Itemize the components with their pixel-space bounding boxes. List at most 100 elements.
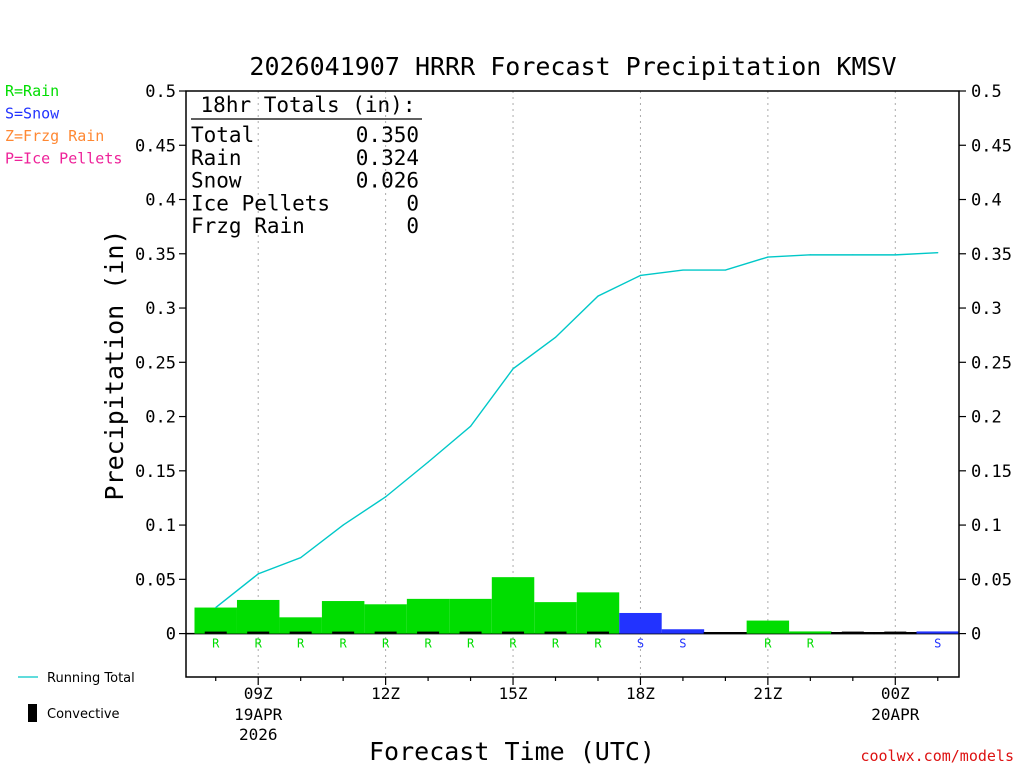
- precip-type-legend: R=Rain S=Snow Z=Frzg Rain P=Ice Pellets: [5, 82, 122, 168]
- running-total-point-h22: [809, 254, 811, 256]
- xtick-label-15z: 15Z: [499, 684, 528, 703]
- running-total-point-h24: [894, 254, 896, 256]
- type-label-h14: R: [467, 637, 475, 651]
- type-legend-z: Z=Frzg Rain: [5, 127, 104, 145]
- type-label-h22: R: [807, 637, 815, 651]
- credit-text: coolwx.com/models: [860, 747, 1014, 765]
- xtick-date-00z: 20APR: [871, 705, 920, 724]
- ytick-label-right-5: 0.25: [971, 353, 1012, 373]
- running-total-point-h15: [512, 368, 514, 370]
- convective-legend-swatch: [28, 704, 37, 722]
- running-total-legend-label: Running Total: [47, 671, 135, 686]
- bottom-legend: Running Total Convective: [18, 671, 135, 722]
- convective-bar-h14: [459, 631, 482, 634]
- totals-label-0: Total: [191, 123, 254, 147]
- convective-bar-h13: [417, 631, 440, 634]
- ytick-label-right-8: 0.4: [971, 191, 1002, 211]
- totals-heading: 18hr Totals (in):: [201, 93, 416, 117]
- ytick-label-right-10: 0.5: [971, 82, 1002, 102]
- type-label-h12: R: [382, 637, 390, 651]
- running-total-point-h17: [597, 295, 599, 297]
- convective-bar-h24: [884, 631, 907, 634]
- xtick-label-09z: 09Z: [244, 684, 273, 703]
- precip-bar-h13: [406, 598, 450, 634]
- running-total-point-h19: [682, 269, 684, 271]
- plot-frame: [185, 90, 960, 678]
- running-total-point-h10: [300, 557, 302, 559]
- totals-value-0: 0.350: [356, 123, 419, 147]
- y-axis-right: 0 0.05 0.1 0.15 0.2 0.25 0.3 0.35 0.4 0.45 0.5: [959, 82, 1012, 645]
- precip-bar-h10: [279, 617, 322, 634]
- ytick-label-right-4: 0.2: [971, 408, 1002, 428]
- precip-bar-h22: [789, 631, 832, 634]
- running-total-point-h12: [385, 496, 387, 498]
- precip-bar-h9: [236, 599, 280, 634]
- convective-bar-h11: [332, 631, 355, 634]
- precip-bar-h17: [576, 592, 620, 634]
- precip-bar-h8: [194, 607, 237, 634]
- precip-bar-h25: [916, 631, 959, 634]
- type-label-h10: R: [297, 637, 305, 651]
- totals-label-1: Rain: [191, 146, 242, 170]
- convective-bar-h23: [841, 631, 864, 634]
- type-label-h11: R: [340, 637, 348, 651]
- xtick-date-09z: 19APR: [234, 705, 283, 724]
- precip-bar-h14: [449, 598, 492, 634]
- totals-label-3: Ice Pellets: [191, 191, 330, 215]
- xtick-label-18z: 18Z: [626, 684, 655, 703]
- totals-box: 18hr Totals (in): Total 0.350 Rain 0.324 Sno…: [191, 93, 422, 238]
- type-label-h15: R: [509, 637, 517, 651]
- ytick-label-left-0: 0: [166, 625, 176, 645]
- precip-bars: [194, 577, 959, 635]
- ytick-label-left-9: 0.45: [135, 136, 176, 156]
- ytick-label-right-3: 0.15: [971, 462, 1012, 482]
- ytick-label-left-1: 0.05: [135, 570, 176, 590]
- running-total-point-h25: [937, 252, 939, 254]
- running-total-point-h14: [469, 425, 472, 427]
- running-total-point-h16: [554, 336, 557, 338]
- ytick-label-right-6: 0.3: [971, 299, 1002, 319]
- totals-label-2: Snow: [191, 169, 242, 193]
- ytick-label-left-3: 0.15: [135, 462, 176, 482]
- precip-bar-h20: [703, 632, 748, 635]
- ytick-label-left-2: 0.1: [145, 516, 176, 536]
- convective-bar-h16: [544, 631, 567, 634]
- totals-value-1: 0.324: [356, 146, 419, 170]
- xtick-year-09z: 2026: [239, 725, 278, 744]
- ytick-label-right-2: 0.1: [971, 516, 1002, 536]
- totals-value-4: 0: [406, 214, 419, 238]
- precip-bar-h11: [321, 601, 365, 634]
- ytick-label-right-1: 0.05: [971, 570, 1012, 590]
- running-total-point-h9: [257, 573, 259, 575]
- convective-bar-h15: [502, 631, 525, 634]
- running-total-point-h20: [724, 269, 727, 271]
- y-axis-left: 0 0.05 0.1 0.15 0.2 0.25 0.3 0.35 0.4 0.45 0.5: [135, 82, 186, 645]
- running-total-series: [215, 251, 939, 609]
- convective-legend-label: Convective: [47, 707, 120, 722]
- ytick-label-right-9: 0.45: [971, 136, 1012, 156]
- convective-bar-h17: [586, 631, 609, 634]
- ytick-label-right-0: 0: [971, 625, 981, 645]
- xtick-label-12z: 12Z: [371, 684, 400, 703]
- type-label-h21: R: [764, 637, 772, 651]
- type-label-h9: R: [255, 637, 263, 651]
- running-total-point-h23: [852, 254, 854, 256]
- ytick-label-left-6: 0.3: [145, 299, 176, 319]
- ytick-label-left-5: 0.25: [135, 353, 176, 373]
- running-total-point-h11: [342, 524, 344, 526]
- ytick-label-left-8: 0.4: [145, 191, 176, 211]
- convective-bar-h10: [289, 631, 312, 634]
- convective-bar-h8: [204, 631, 227, 634]
- running-total-point-h13: [427, 461, 429, 463]
- xtick-label-00z: 00Z: [881, 684, 910, 703]
- convective-bars: [204, 631, 907, 634]
- precip-bar-h18: [619, 612, 662, 634]
- running-total-point-h8: [215, 606, 217, 609]
- type-label-h13: R: [424, 637, 432, 651]
- type-label-h19: S: [679, 637, 686, 651]
- type-legend-s: S=Snow: [5, 105, 60, 123]
- running-total-point-h18: [639, 274, 642, 277]
